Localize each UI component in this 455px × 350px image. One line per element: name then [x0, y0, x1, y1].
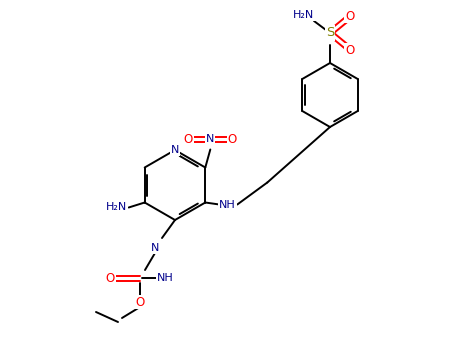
Text: N: N — [171, 145, 179, 155]
Text: N: N — [206, 134, 214, 145]
Text: O: O — [184, 133, 193, 146]
Text: O: O — [345, 9, 354, 22]
Text: O: O — [228, 133, 237, 146]
Text: H₂N: H₂N — [293, 10, 314, 20]
Text: N: N — [151, 243, 159, 253]
Text: NH: NH — [219, 199, 236, 210]
Text: O: O — [136, 295, 145, 308]
Text: H₂N: H₂N — [106, 203, 127, 212]
Text: O: O — [345, 43, 354, 56]
Text: NH: NH — [157, 273, 173, 283]
Text: S: S — [326, 27, 334, 40]
Text: O: O — [106, 272, 115, 285]
